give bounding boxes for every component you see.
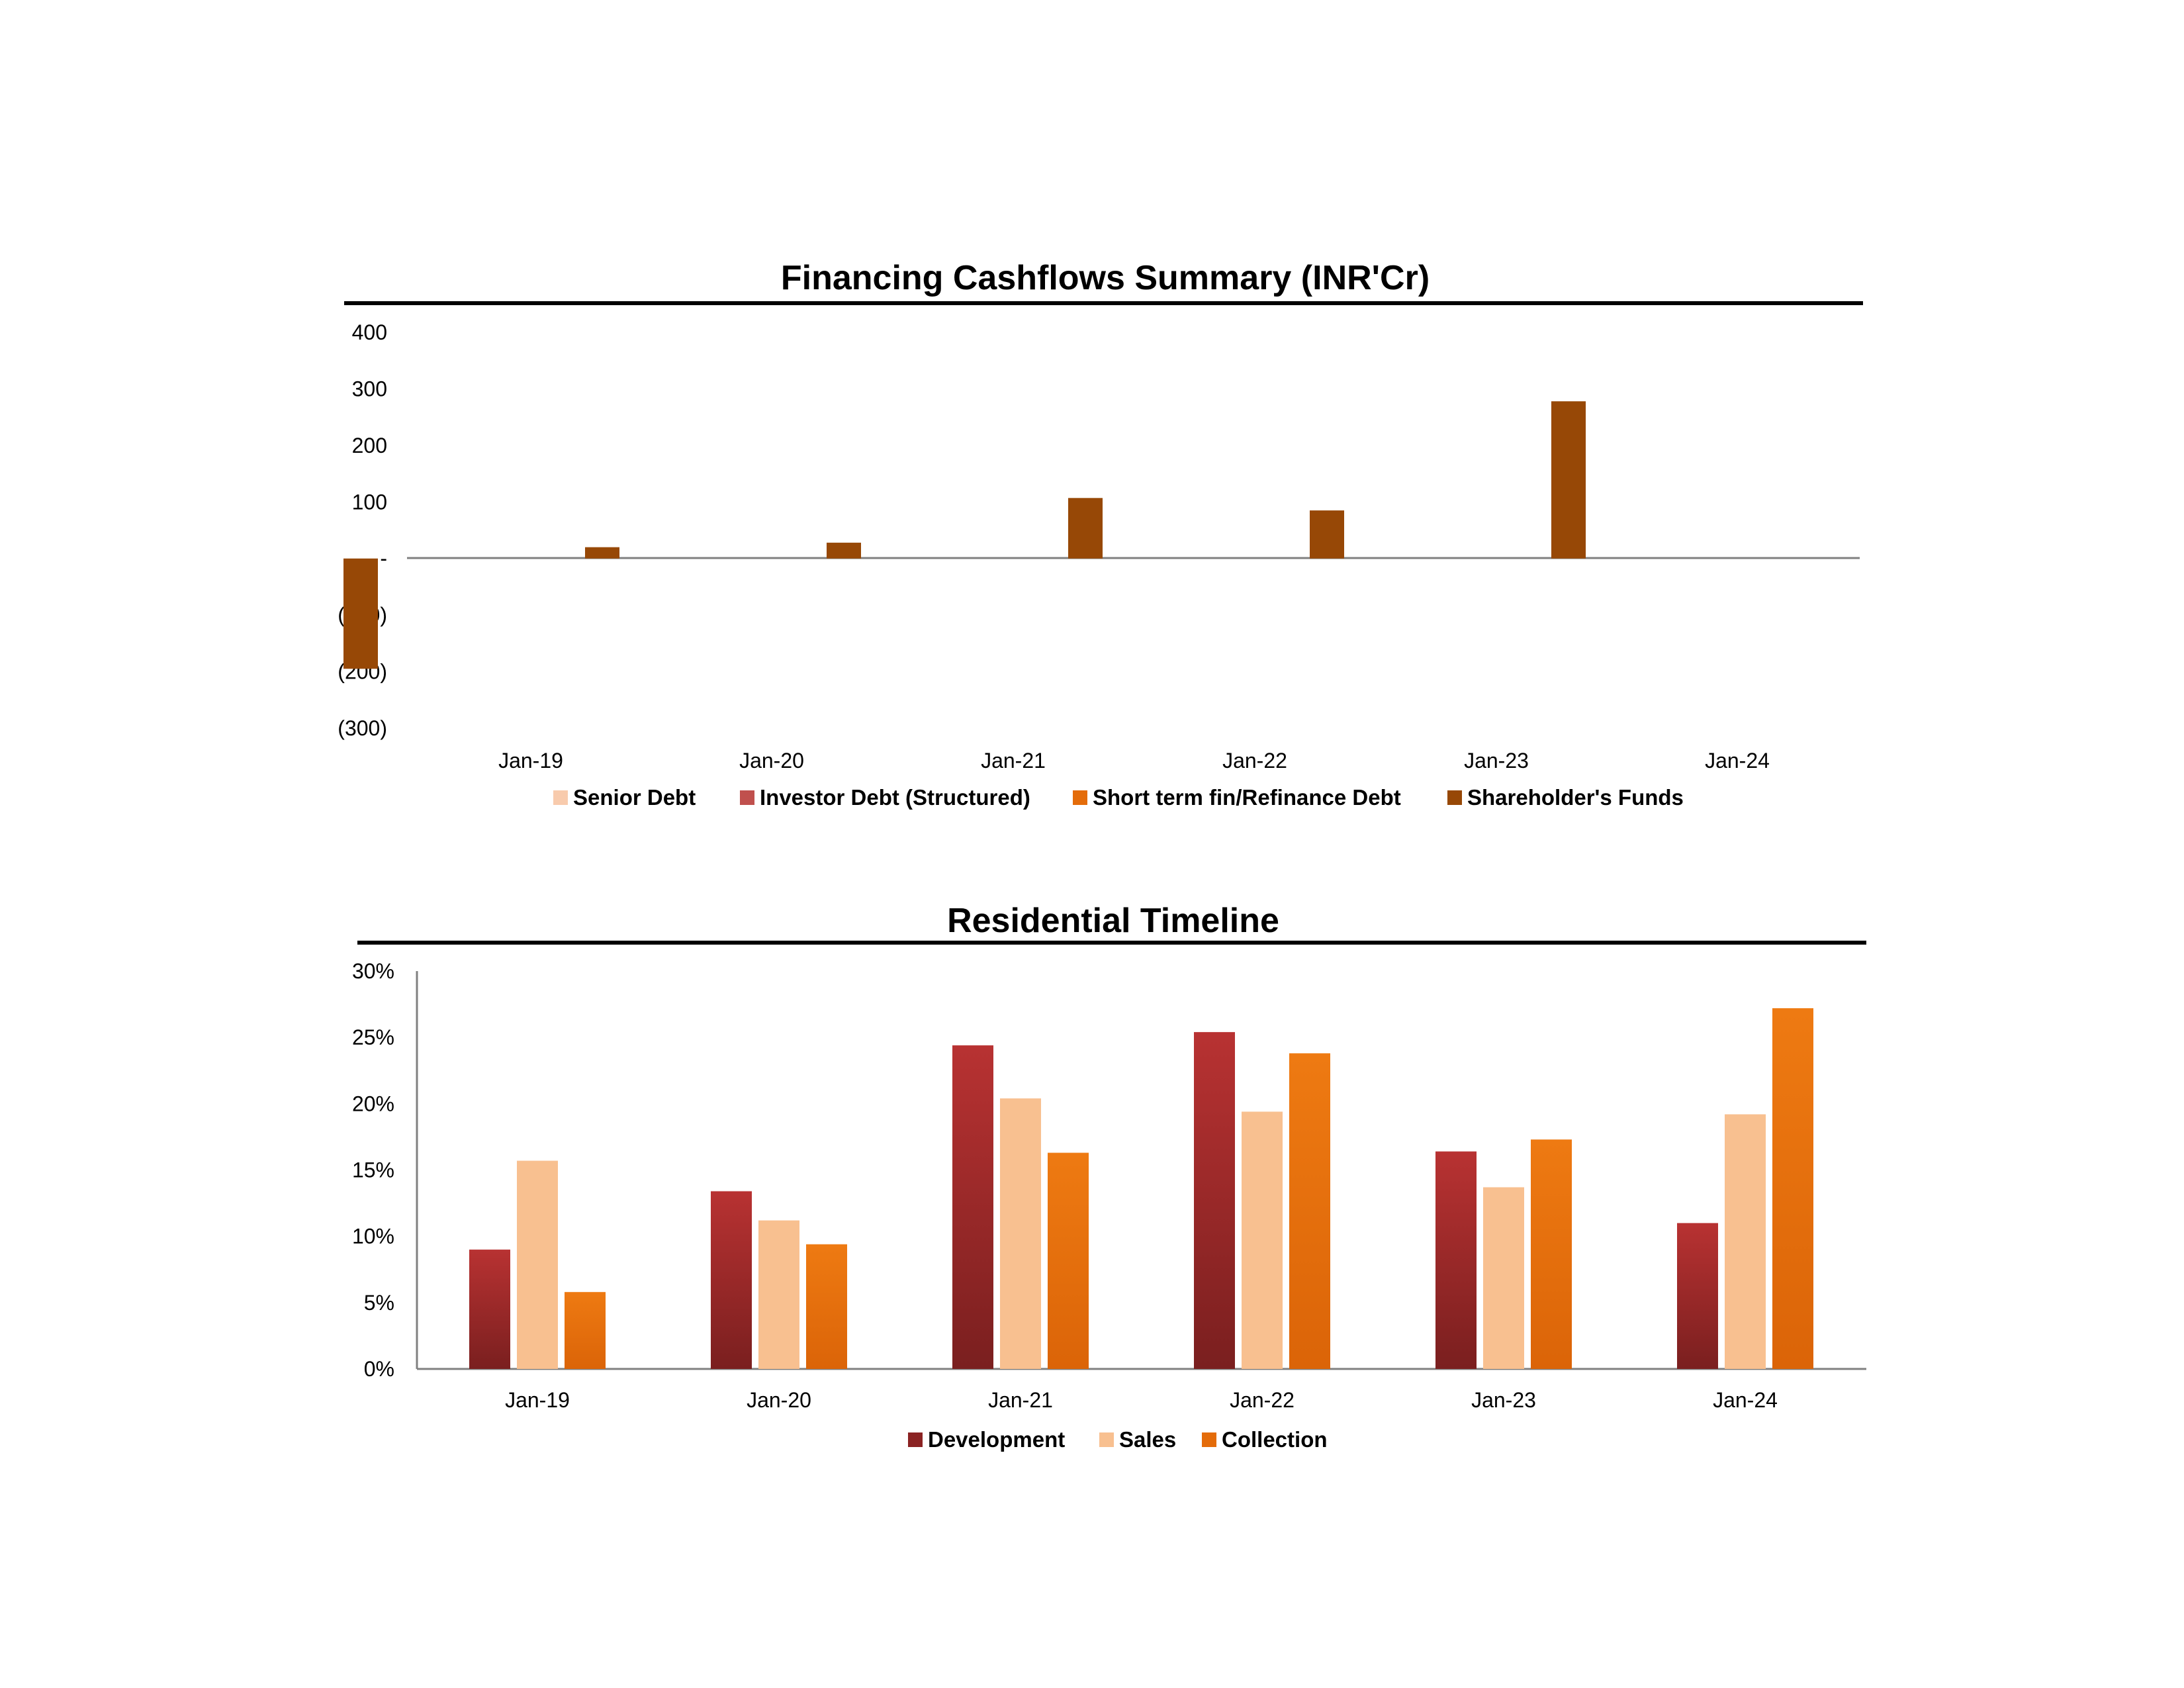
chart2-y-tick-label: 25% — [352, 1025, 394, 1049]
chart2-y-tick-label: 20% — [352, 1092, 394, 1115]
chart1-x-tick-label: Jan-21 — [981, 749, 1046, 773]
chart1-y-tick-label: 400 — [352, 320, 387, 344]
chart1-legend-swatch — [1447, 790, 1462, 805]
residential-timeline-chart: Residential Timeline 30% 25% 20% 15% 10% 5% 0%… — [352, 902, 1866, 1452]
chart2-legend-swatch — [908, 1432, 923, 1447]
chart2-bar — [1772, 1008, 1813, 1369]
chart2-x-tick-label: Jan-20 — [747, 1388, 811, 1412]
financing-cashflows-chart: Financing Cashflows Summary (INR'Cr) 400… — [338, 259, 1863, 810]
chart2-bar — [758, 1220, 799, 1369]
chart2-legend-swatch — [1202, 1432, 1216, 1447]
chart2-bar — [469, 1249, 510, 1369]
chart1-x-tick-label: Jan-24 — [1705, 749, 1770, 773]
chart2-bar — [1048, 1152, 1089, 1369]
chart1-legend-label: Short term fin/Refinance Debt — [1093, 785, 1401, 810]
chart2-x-tick-label: Jan-24 — [1713, 1388, 1778, 1412]
chart1-bar — [585, 547, 619, 559]
chart1-legend-label: Shareholder's Funds — [1467, 785, 1684, 810]
chart1-y-tick-label: 200 — [352, 434, 387, 457]
chart2-bar — [1194, 1032, 1235, 1369]
chart2-bar — [1435, 1151, 1477, 1369]
chart2-legend-label: Collection — [1222, 1427, 1328, 1452]
chart1-x-tick-label: Jan-23 — [1464, 749, 1529, 773]
chart1-bar — [1310, 510, 1344, 559]
chart2-legend-label: Development — [928, 1427, 1065, 1452]
chart2-bar — [517, 1160, 558, 1369]
chart2-legend-swatch — [1099, 1432, 1114, 1447]
chart2-bar — [1483, 1187, 1524, 1369]
chart1-bar — [827, 542, 861, 559]
chart1-bar — [1551, 401, 1586, 559]
chart1-y-tick-label: (300) — [338, 716, 387, 740]
chart2-y-tick-label: 30% — [352, 959, 394, 983]
chart1-legend-swatch — [740, 790, 754, 805]
chart2-x-tick-label: Jan-23 — [1471, 1388, 1536, 1412]
chart2-x-tick-label: Jan-22 — [1230, 1388, 1295, 1412]
chart1-legend-label: Investor Debt (Structured) — [760, 785, 1030, 810]
chart1-bar — [1068, 498, 1103, 559]
chart2-y-tick-label: 10% — [352, 1225, 394, 1248]
chart2-y-tick-label: 5% — [364, 1291, 394, 1315]
chart2-legend-label: Sales — [1119, 1427, 1176, 1452]
chart1-title: Financing Cashflows Summary (INR'Cr) — [781, 259, 1430, 297]
chart2-bar — [1289, 1053, 1330, 1369]
chart1-y-tick-label: 300 — [352, 377, 387, 400]
chart2-bar — [1725, 1114, 1766, 1369]
chart1-legend-swatch — [1073, 790, 1087, 805]
chart1-y-tick-label: 100 — [352, 490, 387, 514]
chart2-title: Residential Timeline — [947, 902, 1279, 940]
chart1-bar — [343, 558, 378, 669]
chart2-bar — [952, 1045, 993, 1369]
chart2-bar — [1531, 1139, 1572, 1369]
chart2-bar — [565, 1291, 606, 1369]
chart2-bar — [1677, 1223, 1718, 1369]
chart1-x-tick-label: Jan-22 — [1222, 749, 1287, 773]
chart2-bar — [1242, 1111, 1283, 1369]
chart1-legend-label: Senior Debt — [573, 785, 696, 810]
chart2-x-tick-label: Jan-21 — [988, 1388, 1053, 1412]
chart2-y-tick-label: 15% — [352, 1158, 394, 1182]
chart1-x-tick-label: Jan-20 — [739, 749, 804, 773]
chart1-legend-swatch — [553, 790, 568, 805]
chart2-bar — [1000, 1098, 1041, 1369]
chart2-y-tick-label: 0% — [364, 1357, 394, 1381]
chart2-bar — [806, 1244, 847, 1369]
chart2-x-tick-label: Jan-19 — [505, 1388, 570, 1412]
chart1-y-tick-label: - — [380, 547, 387, 571]
chart1-x-tick-label: Jan-19 — [498, 749, 563, 773]
chart2-bar — [711, 1191, 752, 1369]
